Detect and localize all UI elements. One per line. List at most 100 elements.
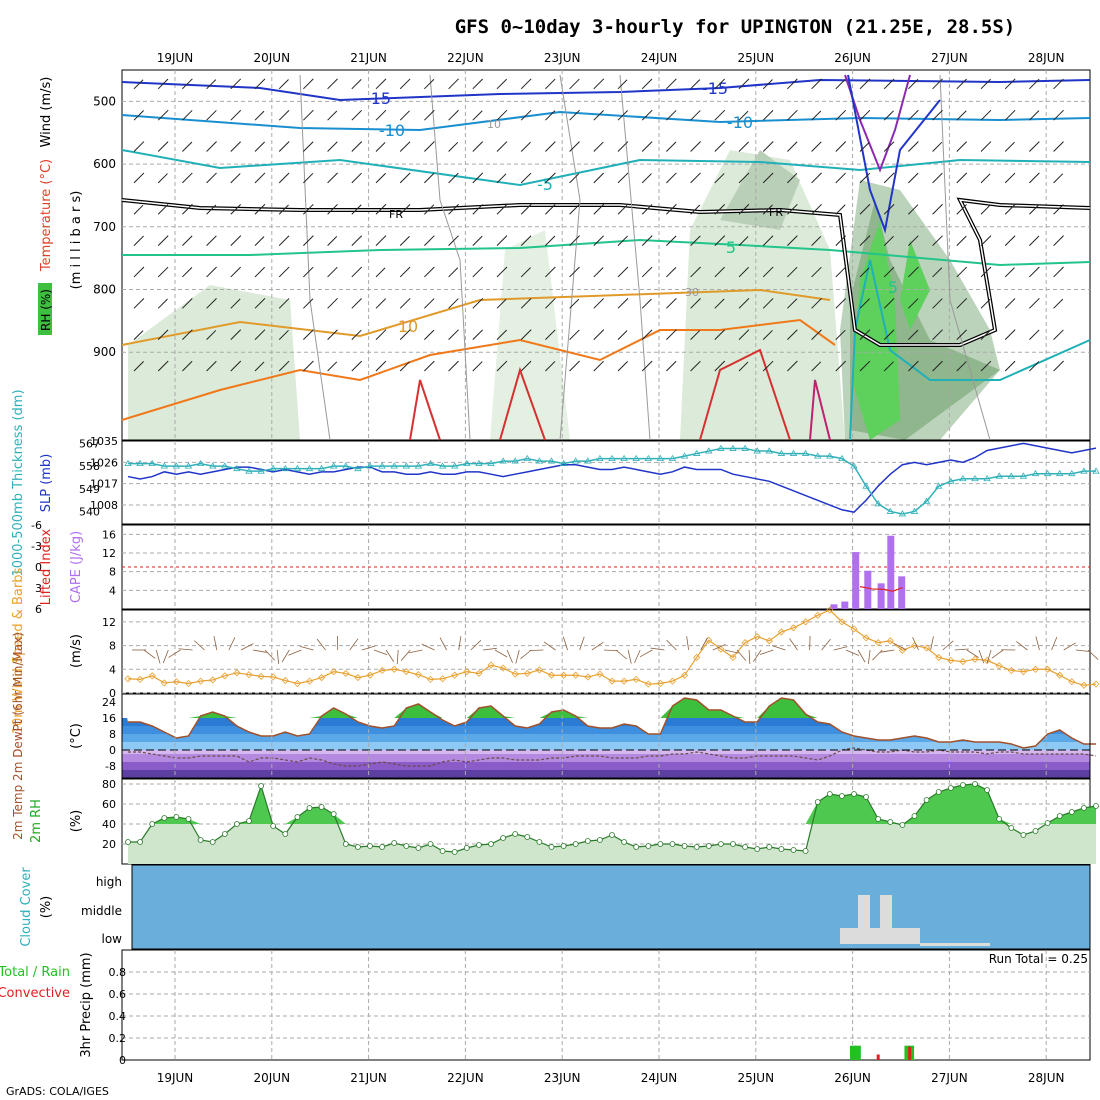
upper-wind-barb xyxy=(593,141,604,152)
rain-bar xyxy=(854,1045,861,1060)
upper-wind-barb xyxy=(133,204,144,215)
wind-speed-point xyxy=(959,658,967,666)
upper-wind-barb xyxy=(714,173,725,184)
upper-wind-barb xyxy=(254,361,265,372)
upper-wind-barb xyxy=(254,236,265,246)
upper-wind-barb xyxy=(811,297,822,309)
rh-point xyxy=(282,831,289,837)
upper-wind-barb xyxy=(980,360,992,372)
thickness-point xyxy=(632,454,640,462)
temperature-color-band xyxy=(122,770,1090,778)
wind-speed-point xyxy=(729,653,737,661)
thickness-point xyxy=(898,510,907,517)
rh-point xyxy=(839,793,845,799)
upper-wind-barb xyxy=(835,298,846,309)
wind-speed-point xyxy=(838,618,846,626)
upper-wind-barb xyxy=(133,141,145,152)
wind-speed-point xyxy=(523,669,531,678)
upper-wind-barb xyxy=(182,235,193,246)
upper-wind-barb xyxy=(762,204,773,215)
upper-wind-barb xyxy=(133,330,144,341)
rh-point xyxy=(584,838,591,844)
surface-wind-barb xyxy=(966,649,979,658)
temperature-axis-label: Temperature (°C) xyxy=(39,159,54,272)
thickness-point xyxy=(971,474,979,482)
cape-tick-label: 12 xyxy=(102,547,116,560)
cloud-cover-panel: high middle low Cloud Cover (%) xyxy=(19,864,1091,950)
rh-point xyxy=(536,839,543,845)
bottom-date-label: 20JUN xyxy=(254,1071,291,1085)
upper-wind-barb xyxy=(472,110,483,121)
temp-tick-label: -8 xyxy=(105,760,116,773)
upper-wind-barb xyxy=(593,329,605,341)
rh-point xyxy=(379,844,386,850)
rh-shading-region xyxy=(490,230,570,440)
upper-wind-barb xyxy=(738,172,750,184)
slp-tick-label: 1035 xyxy=(90,435,118,448)
thickness-point xyxy=(995,472,1003,479)
rh-point xyxy=(778,846,785,852)
wind-speed-point xyxy=(741,639,749,647)
surface-wind-barb xyxy=(872,649,883,661)
upper-wind-barb xyxy=(1004,203,1016,215)
upper-wind-barb xyxy=(835,329,846,341)
wind-speed-point xyxy=(1007,666,1015,675)
cape-bar xyxy=(841,601,849,609)
upper-wind-barb xyxy=(327,329,338,341)
upper-wind-barb xyxy=(278,266,290,278)
thickness-point xyxy=(1031,469,1040,477)
surface-wind-barb xyxy=(986,649,992,664)
upper-wind-barb xyxy=(617,79,628,90)
surface-wind-barb xyxy=(193,640,205,651)
wind-speed-point xyxy=(318,674,326,682)
upper-wind-barb xyxy=(835,266,847,278)
upper-wind-barb xyxy=(496,173,507,184)
rh-point xyxy=(730,841,736,847)
upper-wind-barb xyxy=(787,329,798,341)
upper-wind-barb xyxy=(787,203,798,215)
cape-axis-label: CAPE (J/kg) xyxy=(69,531,84,603)
upper-wind-barb xyxy=(448,78,459,90)
upper-wind-barb xyxy=(327,172,338,184)
upper-wind-barb xyxy=(375,298,387,309)
cloud-block xyxy=(840,928,920,944)
rh-axis-label: RH (%) xyxy=(39,289,53,331)
wind-speed-point xyxy=(402,668,410,676)
thickness-point xyxy=(910,507,919,514)
rh-contour-line xyxy=(559,74,581,441)
rh-point xyxy=(766,844,773,850)
upper-wind-barb xyxy=(375,142,386,152)
upper-wind-barb xyxy=(883,110,894,121)
upper-wind-barb xyxy=(303,109,314,121)
rh-point xyxy=(294,814,301,820)
wind-speed-point xyxy=(209,676,217,684)
thickness-point xyxy=(160,462,169,469)
contour-label: -10 xyxy=(727,113,753,132)
thickness-point xyxy=(934,482,943,489)
upper-wind-barb xyxy=(520,78,532,90)
lifted-index-tick-label: -3 xyxy=(31,540,42,553)
upper-wind-barb xyxy=(424,298,435,309)
wind-speed-point xyxy=(608,677,616,685)
upper-wind-barb xyxy=(206,141,217,152)
upper-wind-barb xyxy=(375,267,386,278)
surface-wind-barb xyxy=(753,649,762,662)
wind-speed-point xyxy=(910,642,919,650)
rh-point xyxy=(524,834,531,840)
upper-wind-barb xyxy=(1004,267,1015,278)
thickness-point xyxy=(342,462,350,469)
upper-wind-barb xyxy=(545,361,556,372)
surface-wind-barb xyxy=(316,638,326,651)
surface-wind-barb xyxy=(867,649,871,664)
upper-wind-barb xyxy=(714,204,726,215)
cloud-level-label: low xyxy=(102,932,123,946)
rh-shading-region xyxy=(900,240,930,330)
temperature-contour xyxy=(847,74,941,234)
upper-wind-barb xyxy=(980,173,991,184)
rh-point xyxy=(439,848,446,854)
upper-wind-barb xyxy=(472,361,483,372)
upper-wind-barb xyxy=(182,172,193,184)
surface-wind-barb xyxy=(627,649,632,664)
